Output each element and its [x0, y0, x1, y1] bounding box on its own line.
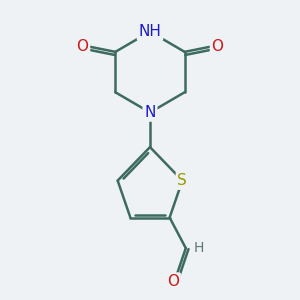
- Text: O: O: [167, 274, 179, 289]
- Text: O: O: [76, 39, 88, 54]
- Text: S: S: [178, 173, 187, 188]
- Text: N: N: [144, 105, 156, 120]
- Text: H: H: [193, 241, 204, 255]
- Text: O: O: [212, 39, 224, 54]
- Text: NH: NH: [139, 24, 161, 39]
